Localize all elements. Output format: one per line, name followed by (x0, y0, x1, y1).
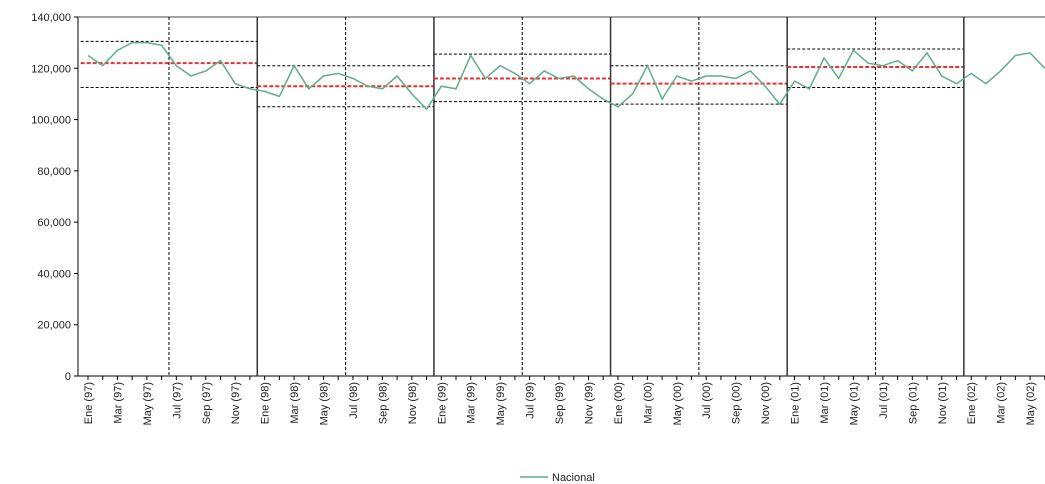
x-tick-label: Mar (98) (289, 382, 301, 424)
y-tick-label: 60,000 (37, 217, 71, 229)
y-tick-label: 0 (65, 371, 71, 383)
y-tick-label: 20,000 (37, 320, 71, 332)
series-line (87, 41, 1045, 111)
x-tick-label: Jul (99) (525, 382, 537, 419)
x-tick-label: Mar (99) (466, 382, 478, 424)
x-tick-label: Ene (99) (436, 382, 448, 424)
x-tick-label: Jul (00) (701, 382, 713, 419)
x-tick-label: Mar (97) (112, 382, 124, 424)
x-tick-label: Jul (97) (171, 382, 183, 419)
y-tick-label: 100,000 (31, 115, 71, 127)
x-tick-label: May (99) (495, 382, 507, 425)
x-tick-label: Ene (97) (83, 382, 95, 424)
x-tick-label: Nov (00) (760, 382, 772, 424)
x-tick-label: Ene (01) (790, 382, 802, 424)
x-tick-label: Jul (01) (878, 382, 890, 419)
x-tick-label: Sep (01) (907, 382, 919, 424)
x-tick-label: Ene (02) (966, 382, 978, 424)
x-tick-label: Sep (98) (377, 382, 389, 424)
y-tick-label: 140,000 (31, 12, 71, 24)
legend-label: Nacional (552, 472, 595, 484)
y-tick-label: 80,000 (37, 166, 71, 178)
x-tick-label: Ene (00) (613, 382, 625, 424)
x-tick-label: Nov (97) (230, 382, 242, 424)
y-tick-label: 40,000 (37, 268, 71, 280)
x-tick-label: Ene (98) (260, 382, 272, 424)
x-tick-label: May (97) (142, 382, 154, 425)
x-tick-label: Sep (99) (554, 382, 566, 424)
x-tick-label: May (00) (672, 382, 684, 425)
x-tick-label: Sep (00) (731, 382, 743, 424)
x-tick-label: Nov (01) (937, 382, 949, 424)
x-tick-label: Sep (97) (201, 382, 213, 424)
x-tick-label: May (98) (319, 382, 331, 425)
x-tick-label: Nov (98) (407, 382, 419, 424)
x-tick-label: Mar (00) (642, 382, 654, 424)
x-tick-label: May (01) (848, 382, 860, 425)
x-tick-label: Mar (02) (996, 382, 1008, 424)
x-tick-label: Mar (01) (819, 382, 831, 424)
y-tick-label: 120,000 (31, 63, 71, 75)
x-tick-label: Nov (99) (583, 382, 595, 424)
x-tick-label: May (02) (1025, 382, 1037, 425)
x-tick-label: Jul (98) (348, 382, 360, 419)
